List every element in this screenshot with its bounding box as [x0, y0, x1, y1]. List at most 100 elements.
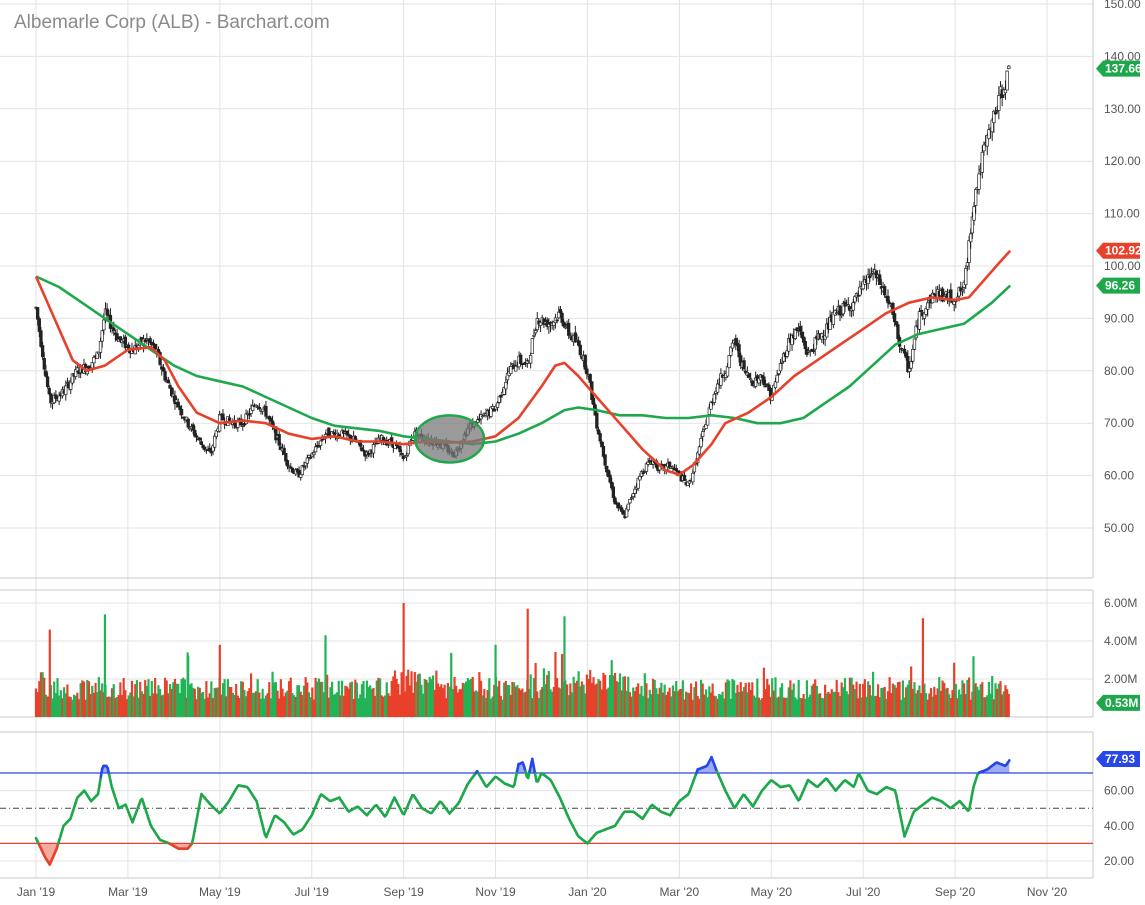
volume-bar: [825, 693, 828, 717]
candle-body: [209, 451, 214, 454]
candle-body: [318, 440, 323, 446]
candle-body: [285, 460, 290, 467]
volume-bar: [809, 694, 812, 717]
volume-bar: [259, 698, 263, 717]
volume-bar: [64, 693, 67, 717]
volume-bar: [231, 692, 234, 717]
volume-bar: [49, 685, 52, 717]
candle-body: [964, 268, 968, 286]
volume-bar: [445, 698, 448, 717]
volume-bar: [680, 688, 683, 717]
volume-bar: [921, 618, 925, 717]
volume-bar: [964, 694, 967, 717]
volume-bar: [774, 677, 777, 717]
volume-bar: [966, 680, 969, 717]
volume-bar: [71, 699, 74, 717]
volume-bar: [800, 698, 804, 717]
candle-body: [628, 499, 632, 504]
volume-bar: [587, 678, 590, 717]
volume-bar: [789, 680, 792, 717]
candle-body: [993, 112, 998, 115]
price-tick-label: 70.00: [1104, 416, 1134, 430]
candle-body: [1005, 70, 1009, 91]
volume-bar: [617, 682, 620, 717]
volume-bar: [832, 691, 835, 717]
volume-bar: [223, 679, 226, 717]
volume-bar: [531, 698, 534, 717]
volume-bar: [402, 603, 405, 717]
candle-body: [974, 189, 978, 206]
x-tick-label: Jan '19: [17, 885, 56, 899]
volume-bar: [370, 688, 373, 717]
volume-bar: [168, 684, 172, 717]
volume-bar: [316, 681, 319, 717]
volume-bar: [109, 696, 112, 717]
candle-body: [967, 240, 971, 263]
candle-body: [282, 447, 286, 455]
volume-bar: [408, 685, 411, 717]
volume-bar: [527, 689, 531, 717]
volume-bar: [572, 676, 575, 717]
volume-bar: [478, 672, 481, 717]
volume-bar: [913, 682, 916, 717]
volume-bar: [919, 693, 923, 717]
volume-bar: [264, 695, 268, 717]
volume-bar: [349, 682, 352, 717]
volume-bar: [67, 696, 71, 717]
volume-bar: [329, 687, 332, 717]
volume-bar: [379, 678, 382, 717]
volume-bar: [959, 694, 962, 717]
candle-body: [179, 408, 184, 416]
volume-bar: [395, 678, 398, 717]
volume-bar: [173, 678, 177, 717]
volume-bar: [663, 684, 666, 717]
volume-bar: [589, 669, 592, 717]
candle-body: [838, 305, 842, 316]
sma-50-line: [34, 249, 1012, 476]
candle-body: [168, 384, 172, 389]
volume-bar: [41, 672, 44, 717]
volume-bar: [511, 681, 514, 717]
volume-bar: [549, 689, 552, 717]
candle-body: [57, 395, 61, 402]
candle-body: [166, 379, 170, 384]
volume-bar: [526, 608, 529, 717]
volume-bar: [258, 692, 261, 717]
volume-bar: [943, 682, 946, 717]
volume-bar: [54, 693, 57, 717]
volume-bar: [177, 683, 180, 717]
rsi-line-segment: [96, 784, 101, 796]
volume-bar: [792, 683, 795, 717]
volume-bar: [703, 694, 706, 717]
volume-bar: [345, 686, 349, 717]
volume-bar: [359, 694, 362, 717]
candle-body: [583, 354, 587, 370]
volume-bar: [81, 680, 84, 717]
volume-bar: [541, 687, 544, 717]
candle-body: [308, 456, 313, 459]
volume-bar: [322, 692, 325, 717]
price-tick-label: 110.00: [1104, 207, 1140, 221]
volume-bar: [460, 689, 463, 717]
candle-body: [992, 111, 996, 124]
volume-bar: [210, 681, 213, 717]
volume-bar: [499, 695, 502, 717]
volume-bar: [111, 688, 114, 717]
volume-bar: [949, 698, 952, 717]
volume-bar: [694, 681, 698, 717]
price-tick-label: 60.00: [1104, 469, 1134, 483]
volume-bar: [517, 688, 521, 717]
volume-bar: [741, 691, 744, 717]
volume-bar: [837, 692, 840, 717]
volume-bar: [221, 683, 225, 717]
volume-bar: [529, 674, 532, 717]
volume-bar: [268, 682, 271, 717]
highlight-ellipse: [413, 414, 486, 464]
candle-body: [982, 144, 986, 152]
candle-body: [214, 430, 218, 438]
volume-bar: [575, 680, 579, 717]
volume-bar: [215, 687, 218, 717]
volume-bar: [375, 680, 378, 717]
candle-body: [749, 378, 753, 381]
volume-bar: [498, 680, 501, 717]
